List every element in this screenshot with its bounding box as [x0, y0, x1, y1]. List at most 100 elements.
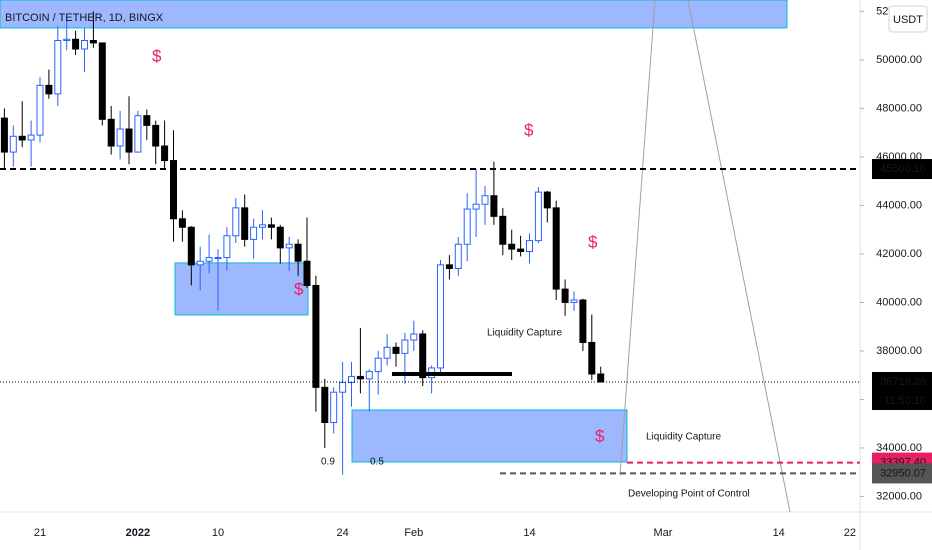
currency-box[interactable] [888, 5, 928, 33]
x-tick-label: 24 [336, 527, 348, 539]
candle-body [161, 145, 169, 162]
candle-body [490, 195, 498, 217]
price-label-box [872, 159, 932, 180]
x-tick-label: Feb [404, 527, 423, 539]
candle-body [294, 243, 302, 262]
candle-body [330, 391, 338, 424]
candle-body [561, 288, 569, 303]
x-tick-label: 14 [523, 527, 535, 539]
candle-body [178, 218, 186, 228]
candle-body [187, 226, 195, 266]
candle-body [543, 191, 551, 209]
chart-title: BITCOIN / TETHER, 1D, BINGX [5, 12, 164, 24]
candle-body [517, 248, 525, 253]
y-tick-label: 32000.00 [876, 490, 922, 502]
candle-body [401, 339, 409, 354]
fib-label: 0.9 [321, 457, 335, 468]
candle-body [170, 160, 177, 220]
candle-body [27, 134, 35, 141]
candle-body [63, 38, 71, 42]
annotation: Developing Point of Control [628, 489, 750, 500]
candle-body [232, 207, 240, 237]
candle-body [72, 38, 80, 50]
y-tick-label: 48000.00 [876, 102, 922, 114]
x-tick-label: 14 [773, 527, 785, 539]
candle-body [312, 284, 320, 388]
annotation: Liquidity Capture [646, 432, 721, 443]
candle-body [437, 264, 444, 369]
candle-body [472, 203, 480, 210]
candle-body [383, 346, 391, 359]
zone [0, 0, 788, 29]
candle-body [223, 235, 231, 259]
candle-body [588, 341, 596, 375]
candle-body [410, 333, 418, 341]
candle-body [205, 257, 213, 262]
currency-label[interactable]: USDT [893, 14, 923, 26]
fib-label: 0.5 [370, 457, 384, 468]
price-label-box [872, 463, 932, 484]
candle-body [276, 226, 284, 249]
dollar-sign: $ [595, 426, 605, 445]
candle-body [303, 260, 311, 286]
candle-body [18, 135, 26, 141]
trend-line [619, 0, 656, 476]
candle-body [356, 375, 364, 380]
candle-body [134, 115, 142, 153]
countdown-box [872, 392, 932, 411]
candle-body [116, 128, 124, 147]
candle-body [98, 42, 106, 120]
candle-body [454, 243, 462, 269]
candle-body [570, 299, 578, 303]
dollar-sign: $ [152, 46, 162, 65]
y-tick-label: 50000.00 [876, 54, 922, 66]
candle-body [463, 208, 471, 245]
zone [174, 262, 309, 316]
candle-body [107, 118, 115, 147]
candle-body [579, 299, 587, 343]
candle-body [267, 224, 275, 228]
candle-body [534, 191, 542, 242]
candle-body [481, 195, 489, 205]
candle-body [526, 240, 533, 253]
annotation: Liquidity Capture [487, 328, 562, 339]
price-label: 45500.10 [880, 163, 926, 175]
zone [351, 409, 628, 463]
y-tick-label: 44000.00 [876, 199, 922, 211]
candle-body [45, 84, 53, 95]
candle-body [499, 215, 507, 245]
price-label-box [872, 372, 932, 393]
dollar-sign: $ [588, 232, 598, 251]
candle-body [241, 207, 249, 240]
y-tick-label: 42000.00 [876, 248, 922, 260]
candle-body [143, 115, 151, 126]
candle-body [152, 124, 160, 147]
candle-body [392, 346, 400, 354]
y-tick-label: 38000.00 [876, 345, 922, 357]
candle-body [374, 357, 382, 373]
candle-body [81, 40, 88, 50]
candle-body [0, 117, 8, 153]
candle-body [54, 40, 62, 95]
countdown-label: 11:50:10 [884, 395, 926, 407]
candle-body [285, 243, 293, 249]
x-tick-label: 2022 [126, 527, 150, 539]
candle-body [36, 84, 44, 136]
candle-body [250, 226, 258, 240]
candle-body [597, 373, 605, 383]
candle-body [321, 386, 329, 424]
trend-line [687, 0, 791, 513]
candle-body [125, 128, 133, 153]
candle-body [552, 207, 560, 290]
candle-body [445, 264, 453, 269]
x-tick-label: 10 [212, 527, 224, 539]
candle-body [419, 333, 427, 379]
candle-body [214, 257, 222, 260]
candle-body [365, 371, 373, 380]
candle-body [89, 40, 97, 44]
candle-body [196, 260, 204, 266]
price-label: 36719.38 [880, 376, 926, 388]
dollar-sign: $ [294, 279, 304, 298]
